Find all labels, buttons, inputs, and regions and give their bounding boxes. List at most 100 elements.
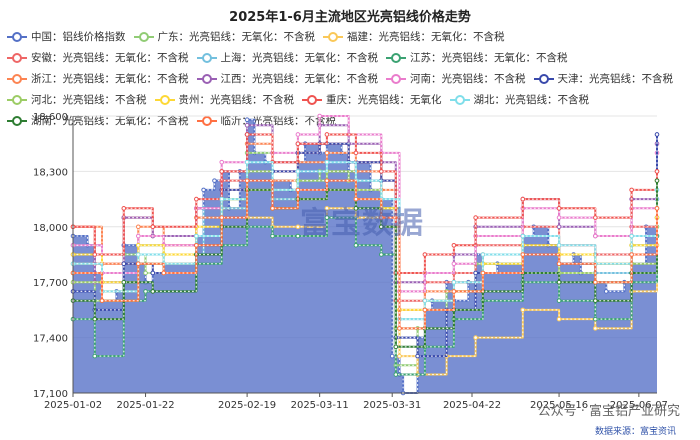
- data-point: [451, 279, 457, 285]
- legend-marker-icon: [533, 74, 554, 84]
- legend-item[interactable]: 上海：光亮铝线：无氧化：不含税: [196, 49, 379, 67]
- data-point: [556, 279, 562, 285]
- data-point: [324, 132, 330, 137]
- legend-label: 安徽：光亮铝线：无氧化：不含税: [31, 52, 189, 64]
- data-point: [556, 206, 562, 211]
- x-tick-label: 2025-01-02: [44, 400, 102, 411]
- y-tick-label: 17,100: [33, 389, 68, 400]
- x-tick-label: 2025-04-22: [443, 400, 501, 411]
- data-point: [379, 224, 384, 230]
- legend-item[interactable]: 河北：光亮铝线：不含税: [6, 91, 147, 109]
- legend-item[interactable]: 江苏：光亮铝线：无氧化：不含税: [385, 49, 568, 67]
- series-markers: [72, 189, 658, 311]
- data-point: [593, 279, 598, 285]
- legend: 中国：铝线价格指数 广东：光亮铝线：无氧化：不含税 福建：光亮铝线：无氧化：不含税安…: [6, 28, 696, 133]
- data-point: [244, 132, 250, 137]
- legend-marker-icon: [7, 53, 27, 63]
- legend-label: 中国：铝线价格指数: [31, 31, 126, 43]
- legend-item[interactable]: 中国：铝线价格指数: [6, 28, 126, 46]
- legend-item[interactable]: 重庆：光亮铝线：无氧化: [301, 91, 442, 109]
- legend-item[interactable]: 江西：光亮铝线：无氧化：不含税: [196, 70, 379, 88]
- chart-title: 2025年1-6月主流地区光亮铝线价格走势: [229, 10, 471, 25]
- data-point: [150, 270, 156, 276]
- legend-label: 浙江：光亮铝线：无氧化：不含税: [31, 73, 189, 85]
- legend-label: 湖北：光亮铝线：不含税: [473, 94, 590, 106]
- legend-marker-icon: [323, 32, 343, 42]
- data-point: [629, 233, 634, 239]
- y-tick-label: 18,000: [33, 223, 68, 234]
- data-point: [324, 215, 330, 220]
- data-point: [317, 113, 322, 119]
- legend-marker-icon: [196, 74, 217, 84]
- data-point: [121, 206, 127, 211]
- data-point: [201, 187, 206, 193]
- data-point: [353, 150, 359, 156]
- data-point: [556, 224, 562, 230]
- data-point: [150, 224, 156, 230]
- data-point: [135, 224, 141, 230]
- legend-item[interactable]: 安徽：光亮铝线：无氧化：不含税: [6, 49, 189, 67]
- data-point: [629, 187, 634, 193]
- series-markers: [72, 133, 658, 274]
- legend-marker-icon: [133, 32, 154, 42]
- data-point: [379, 215, 384, 220]
- data-point: [135, 242, 141, 248]
- data-point: [135, 252, 141, 257]
- data-point: [270, 206, 275, 211]
- legend-item[interactable]: 浙江：光亮铝线：无氧化：不含税: [6, 70, 189, 88]
- data-point: [473, 335, 478, 340]
- legend-label: 上海：光亮铝线：无氧化：不含税: [220, 52, 379, 64]
- data-point: [480, 252, 486, 257]
- data-point: [353, 196, 359, 202]
- wechat-source-label: 公众号 · 富宝铝产业研究: [537, 404, 680, 419]
- data-point: [161, 270, 166, 276]
- data-point: [520, 307, 526, 313]
- data-point: [451, 289, 457, 294]
- data-point: [422, 298, 428, 303]
- legend-label: 湖南：光亮铝线：无氧化：不含税: [31, 115, 189, 127]
- data-point: [379, 252, 384, 257]
- data-point: [92, 252, 98, 257]
- data-point: [219, 196, 225, 202]
- data-point: [593, 215, 598, 220]
- data-point: [324, 206, 330, 211]
- data-point: [244, 117, 250, 122]
- data-point: [194, 196, 199, 202]
- legend-marker-icon: [386, 74, 406, 84]
- data-point: [393, 372, 399, 377]
- x-tick-label: 2025-03-11: [291, 400, 349, 411]
- data-point: [92, 316, 98, 322]
- series-lines: [70, 113, 660, 396]
- data-point: [415, 353, 420, 359]
- data-point: [295, 141, 301, 146]
- data-point: [150, 289, 156, 294]
- data-point: [520, 196, 526, 202]
- watermark: 富宝数据: [300, 206, 424, 241]
- legend-marker-icon: [449, 95, 470, 105]
- legend-item[interactable]: 湖北：光亮铝线：不含税: [449, 91, 590, 109]
- data-point: [295, 132, 301, 137]
- data-point: [324, 159, 330, 165]
- series-group: [70, 132, 660, 276]
- data-point: [422, 252, 428, 257]
- data-point: [121, 279, 127, 285]
- legend-item[interactable]: 广东：光亮铝线：无氧化：不含税: [133, 28, 315, 46]
- legend-item[interactable]: 天津：光亮铝线：不含税: [533, 70, 673, 88]
- legend-item[interactable]: 河南：光亮铝线：不含税: [385, 70, 526, 88]
- data-point: [121, 261, 127, 267]
- data-point: [379, 169, 384, 174]
- legend-marker-icon: [7, 116, 27, 126]
- data-point: [244, 122, 250, 128]
- legend-label: 江西：光亮铝线：无氧化：不含税: [220, 73, 379, 85]
- legend-item[interactable]: 湖南：光亮铝线：无氧化：不含税: [6, 112, 189, 130]
- legend-marker-icon: [7, 74, 27, 84]
- data-point: [593, 233, 598, 239]
- legend-label: 贵州：光亮铝线：不含税: [178, 94, 295, 106]
- legend-label: 重庆：光亮铝线：无氧化: [326, 94, 442, 106]
- series-markers: [72, 180, 658, 329]
- legend-label: 江苏：光亮铝线：无氧化：不含税: [410, 52, 568, 64]
- legend-item[interactable]: 福建：光亮铝线：无氧化：不含税: [322, 28, 505, 46]
- data-point: [194, 242, 199, 248]
- legend-item[interactable]: 贵州：光亮铝线：不含税: [154, 91, 295, 109]
